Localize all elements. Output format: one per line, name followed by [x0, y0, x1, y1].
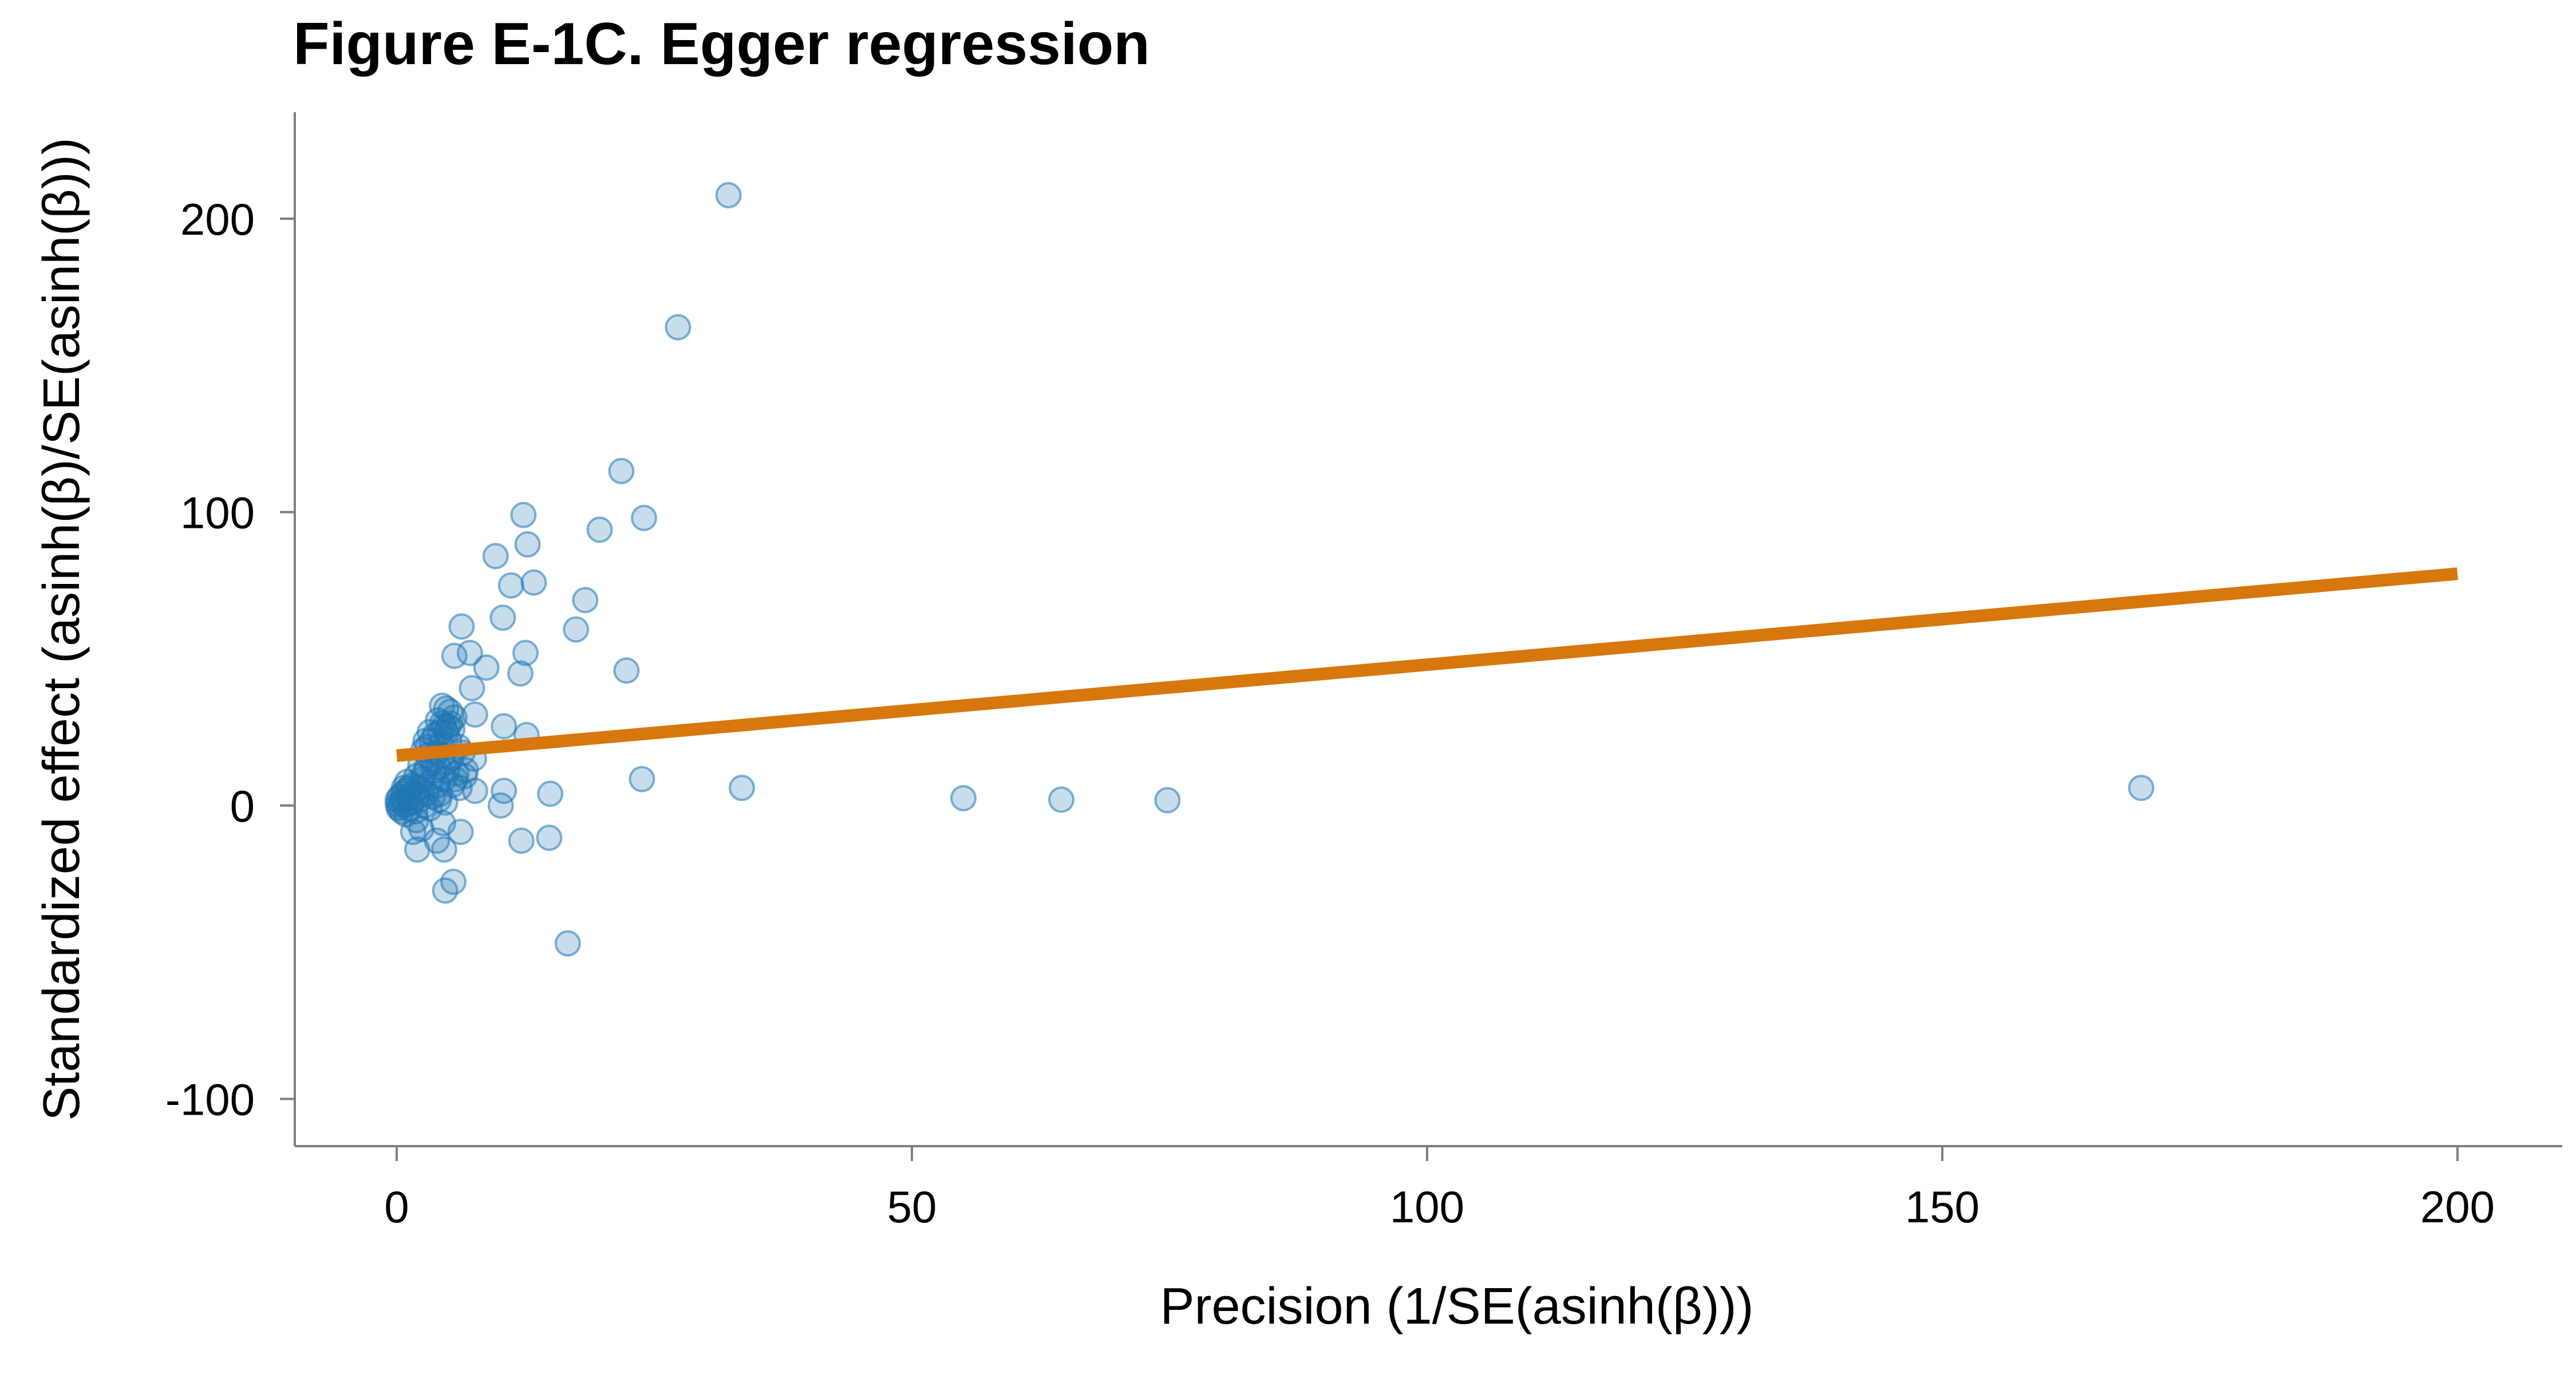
scatter-point — [451, 763, 478, 789]
scatter-point — [507, 660, 534, 687]
x-tick-label: 200 — [2420, 1182, 2495, 1232]
scatter-point — [487, 792, 514, 819]
scatter-point — [537, 780, 564, 807]
scatter-point — [510, 502, 537, 528]
scatter-point — [447, 819, 474, 846]
scatter-point — [631, 504, 657, 531]
scatter-point — [437, 710, 464, 737]
x-axis-label: Precision (1/SE(asinh(β))) — [1160, 1278, 1753, 1335]
y-tick-label: -100 — [165, 1075, 255, 1125]
axes — [294, 112, 2562, 1147]
y-axis-label: Standardized effect (asinh(β)/SE(asinh(β… — [33, 137, 90, 1121]
scatter-point — [440, 868, 467, 895]
chart-title: Figure E-1C. Egger regression — [293, 11, 1150, 77]
scatter-point — [514, 531, 541, 558]
scatter-point — [1048, 786, 1074, 813]
scatter-point — [491, 713, 517, 740]
scatter-point — [461, 701, 488, 728]
scatter-point — [508, 827, 535, 854]
y-ticks: -100 0 100 200 — [165, 194, 295, 1125]
scatter-point — [950, 785, 977, 812]
x-tick-label: 50 — [887, 1182, 937, 1232]
scatter-point — [1154, 787, 1181, 814]
scatter-points — [384, 182, 2155, 957]
scatter-point — [629, 765, 655, 792]
x-tick-label: 150 — [1905, 1182, 1980, 1232]
scatter-point — [430, 836, 457, 863]
scatter-point — [448, 613, 475, 640]
scatter-point — [554, 930, 581, 957]
x-tick-label: 100 — [1390, 1182, 1464, 1232]
x-ticks: 0 50 100 150 200 — [384, 1146, 2495, 1232]
scatter-point — [461, 777, 488, 804]
scatter-point — [512, 639, 539, 666]
scatter-point — [536, 824, 563, 851]
scatter-point — [390, 775, 417, 802]
scatter-point — [586, 516, 613, 543]
scatter-point — [482, 543, 509, 570]
scatter-point — [665, 314, 692, 341]
scatter-point — [715, 182, 742, 208]
egger-fit-line — [396, 567, 2458, 762]
y-tick-label: 200 — [180, 194, 255, 244]
scatter-point — [473, 654, 500, 681]
scatter-point — [520, 569, 547, 596]
scatter-point — [489, 605, 516, 631]
x-tick-label: 0 — [384, 1182, 409, 1232]
scatter-point — [563, 616, 590, 643]
scatter-point — [459, 675, 485, 701]
scatter-point — [429, 710, 456, 737]
scatter-point — [497, 572, 524, 599]
y-tick-label: 100 — [180, 488, 255, 538]
scatter-point — [572, 587, 599, 614]
y-tick-label: 0 — [230, 781, 255, 831]
scatter-point — [2128, 775, 2155, 802]
scatter-point — [441, 642, 468, 669]
scatter-point — [729, 775, 755, 802]
scatter-point — [608, 457, 635, 484]
scatter-point — [613, 657, 640, 684]
